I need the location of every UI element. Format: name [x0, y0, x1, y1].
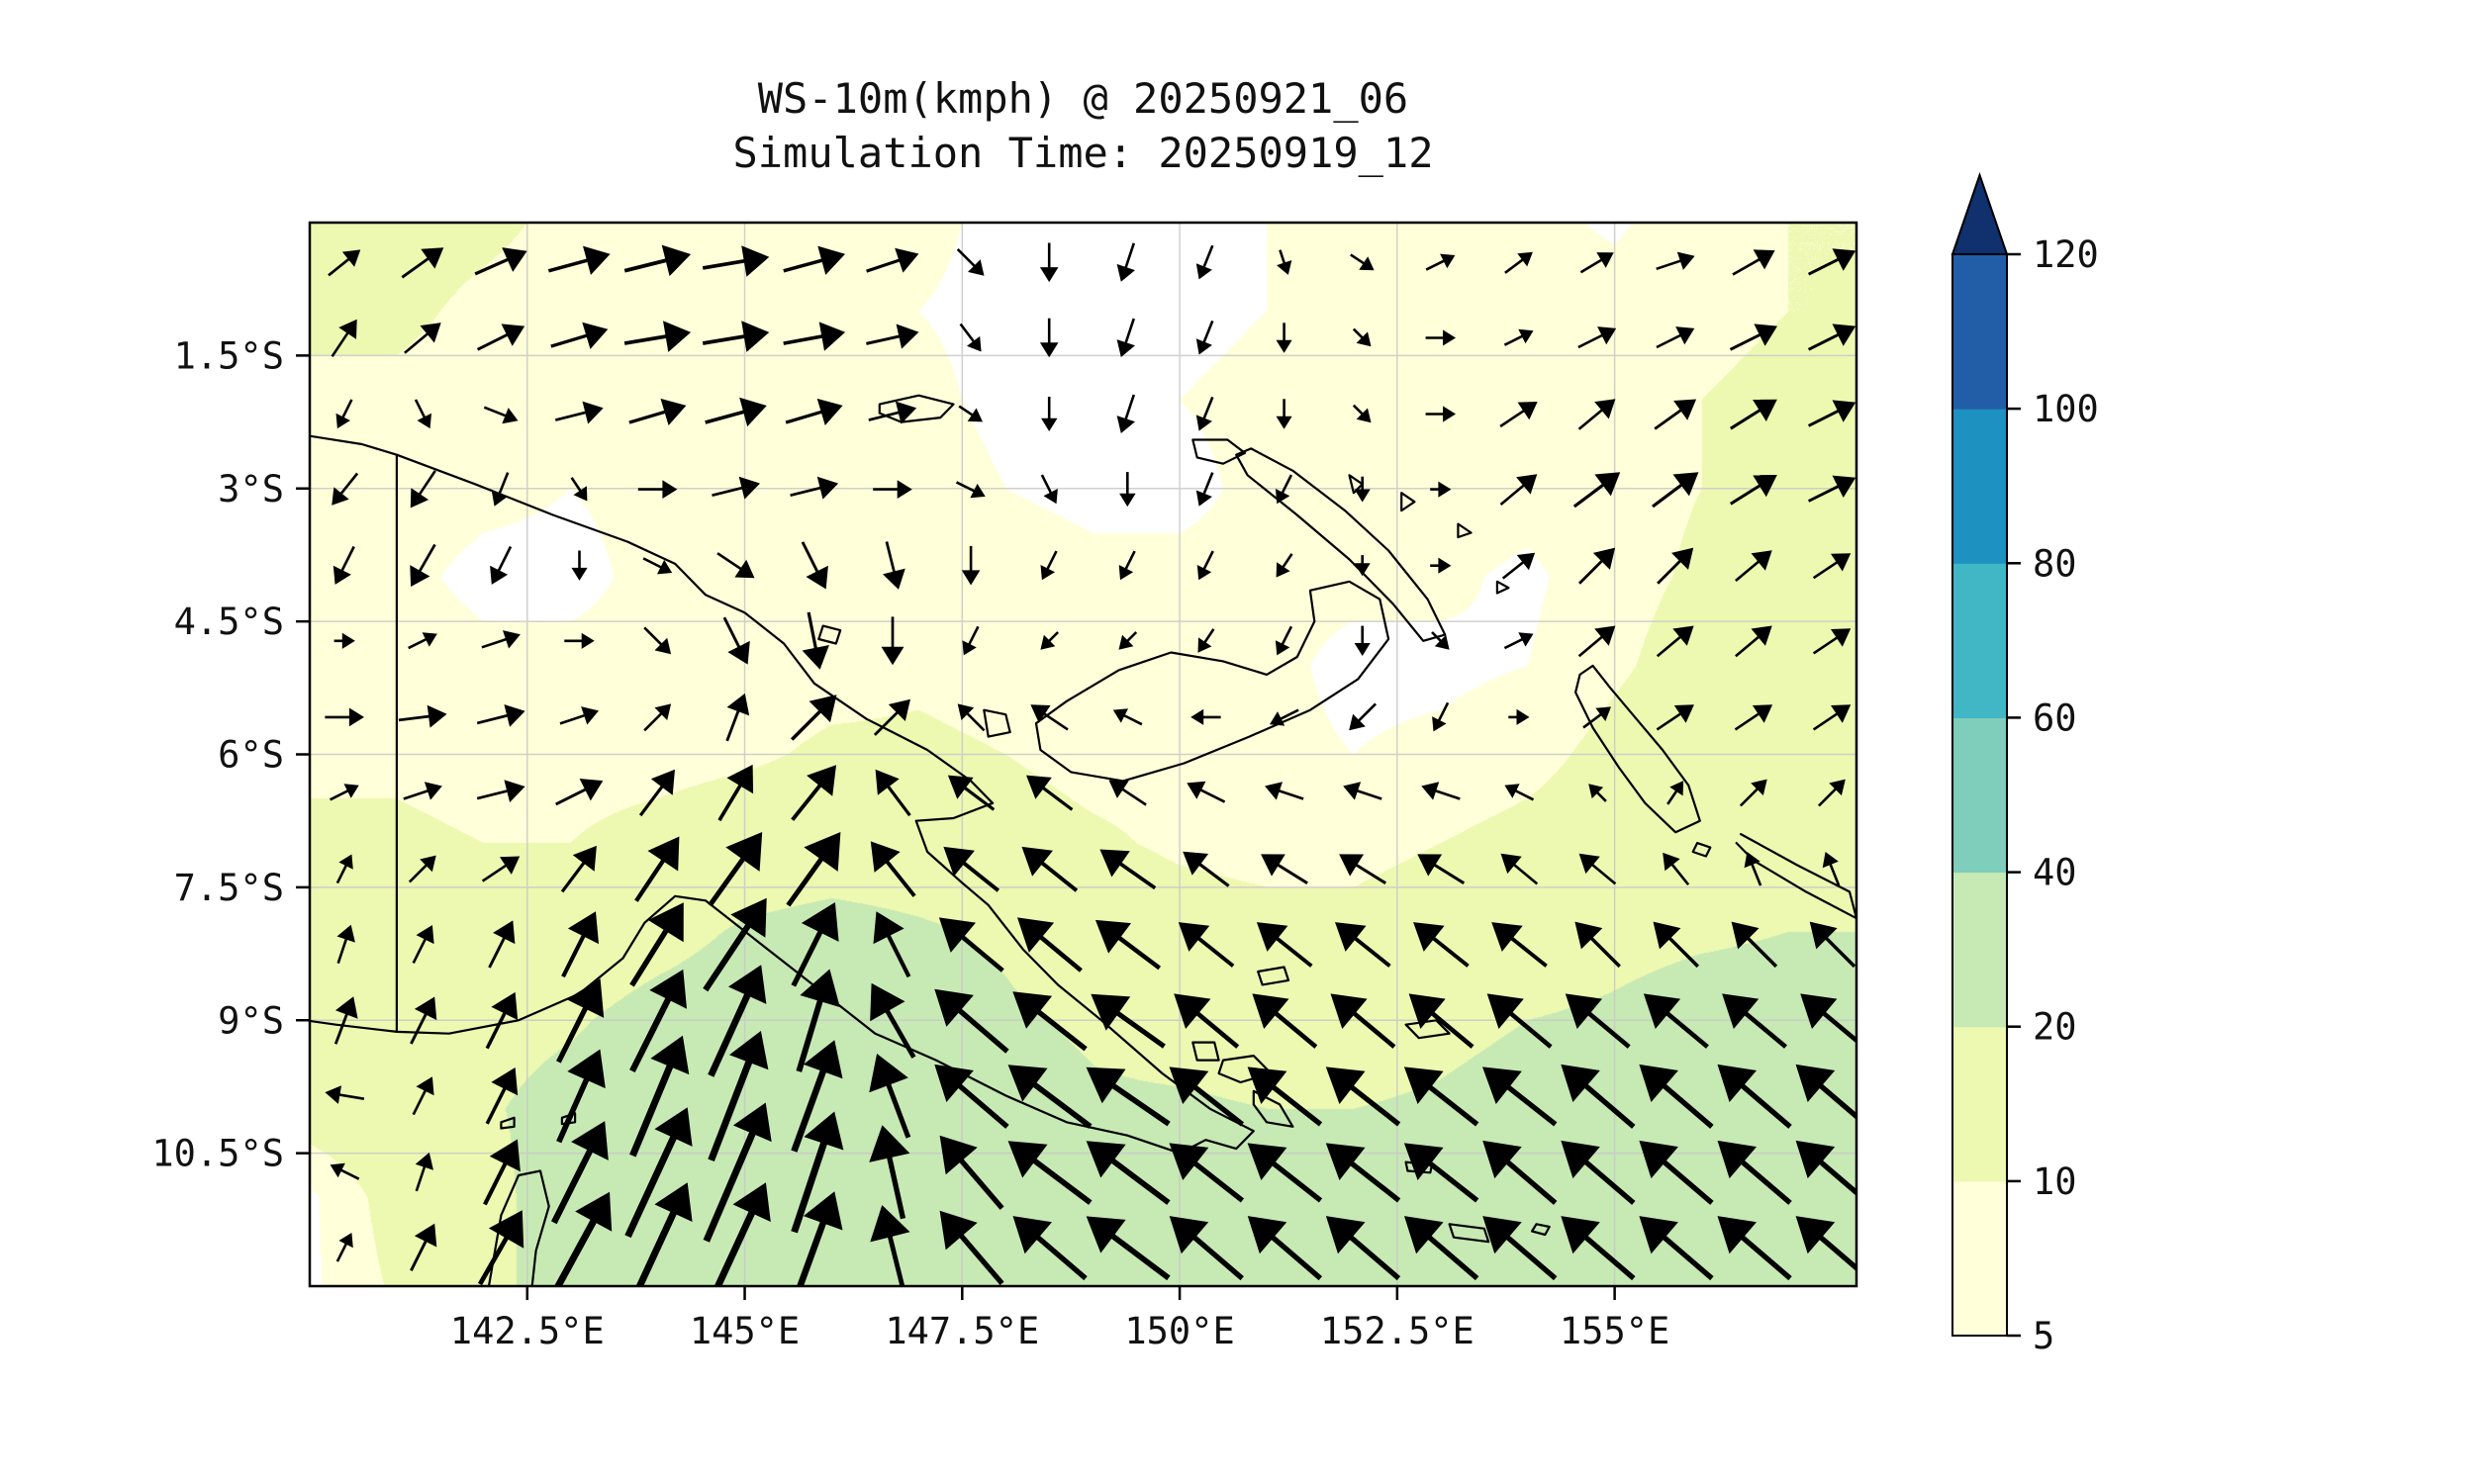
colorbar-tick-label: 40	[2033, 852, 2077, 894]
colorbar-outline	[1951, 253, 2008, 1337]
y-tick-label: 3°S	[218, 468, 284, 510]
colorbar-tick-label: 80	[2033, 542, 2077, 585]
colorbar-tick-label: 60	[2033, 696, 2077, 739]
colorbar-band-40-60	[1952, 717, 2007, 874]
colorbar-band-100-120	[1952, 254, 2007, 410]
colorbar-band-80-100	[1952, 409, 2007, 564]
wind-speed-filled-contour-canvas	[310, 223, 1856, 1286]
colorbar: 5 10 20 40 60 80 100 120	[1951, 171, 2099, 1357]
colorbar-band-20-40	[1952, 872, 2007, 1028]
x-tick-label: 150°E	[1124, 1310, 1234, 1352]
y-tick-label: 9°S	[218, 999, 284, 1042]
colorbar-tick-label: 20	[2033, 1006, 2077, 1049]
y-tick-label: 7.5°S	[174, 867, 284, 909]
x-tick-label: 152.5°E	[1320, 1310, 1475, 1352]
colorbar-tick-label: 100	[2033, 388, 2099, 430]
y-tick-label: 6°S	[218, 734, 284, 777]
colorbar-tick-label: 10	[2033, 1160, 2077, 1203]
figure-titles: WS-10m(kmph) @ 20250921_06 Simulation Ti…	[310, 71, 1856, 181]
y-tick-label: 10.5°S	[151, 1133, 284, 1175]
colorbar-tick-label: 120	[2033, 233, 2099, 276]
x-tick-label: 142.5°E	[450, 1310, 605, 1352]
colorbar-band-10-20	[1952, 1026, 2007, 1182]
colorbar-band-60-80	[1952, 563, 2007, 718]
colorbar-tick-label: 5	[2033, 1315, 2054, 1357]
x-tick-label: 155°E	[1560, 1310, 1669, 1352]
chart-subtitle: Simulation Time: 20250919_12	[732, 129, 1434, 178]
y-tick-label: 1.5°S	[174, 334, 284, 377]
x-tick-label: 147.5°E	[885, 1310, 1039, 1352]
colorbar-extend-max-triangle	[1951, 171, 2009, 255]
chart-title: WS-10m(kmph) @ 20250921_06	[757, 74, 1409, 123]
colorbar-band-5-10	[1952, 1180, 2007, 1337]
x-tick-label: 145°E	[690, 1310, 800, 1352]
y-tick-label: 4.5°S	[174, 601, 284, 643]
